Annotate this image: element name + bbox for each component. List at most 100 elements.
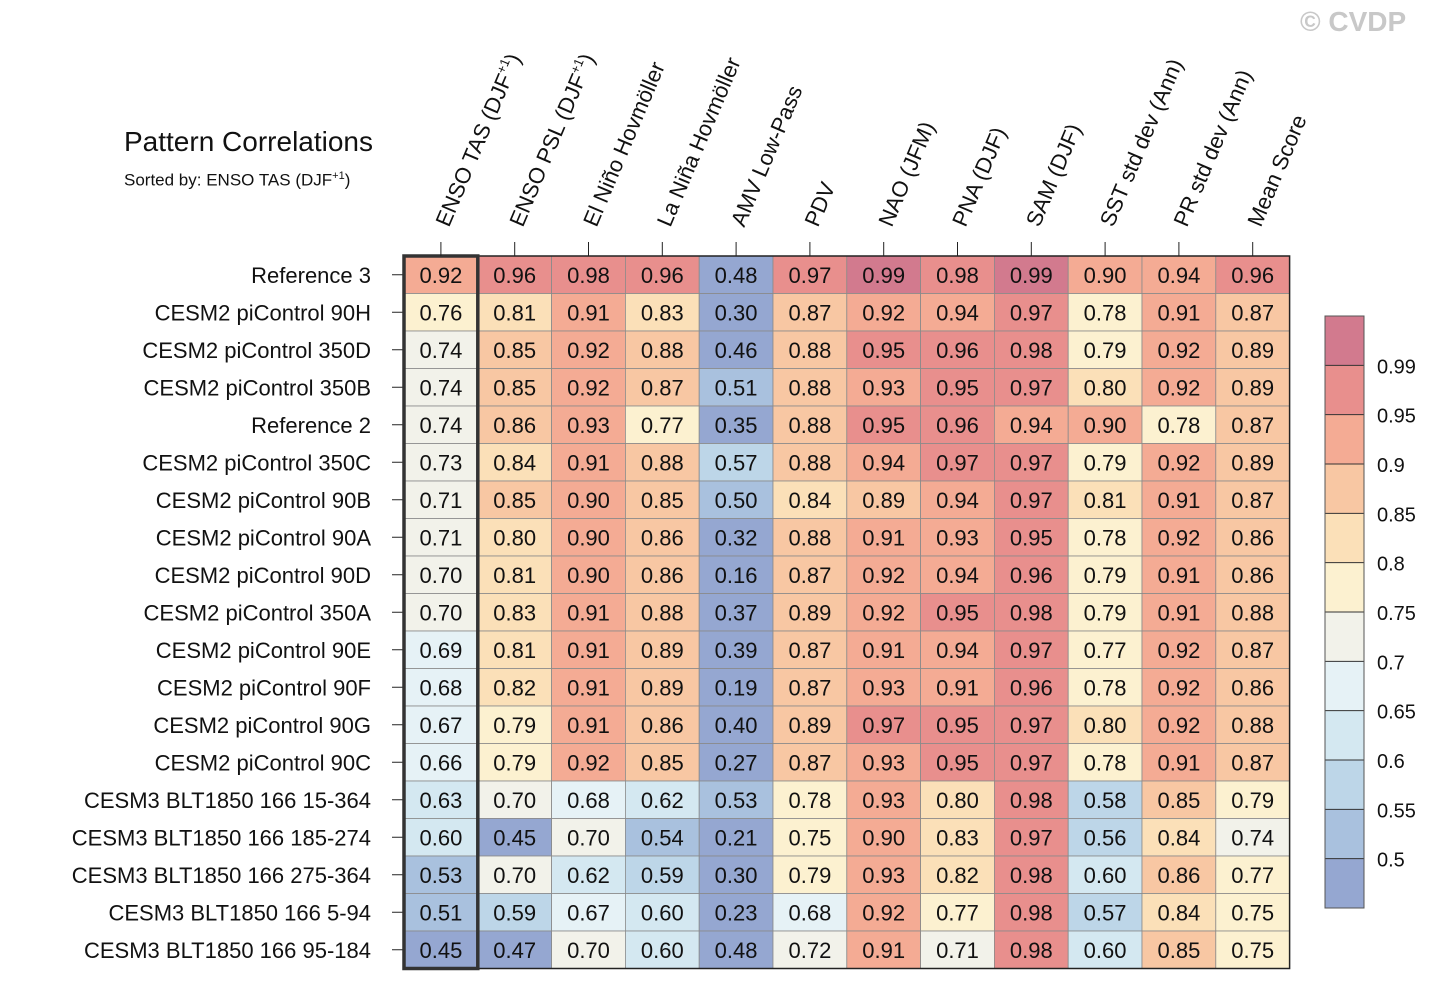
heatmap-cell <box>1141 593 1217 632</box>
row-label: CESM2 piControl 350B <box>144 375 371 400</box>
cell-value: 0.86 <box>493 413 536 438</box>
heatmap-cell <box>1141 930 1217 969</box>
column-label: NAO (JFM) <box>873 118 939 230</box>
heatmap-cell <box>994 405 1069 444</box>
heatmap-cell <box>1215 893 1291 932</box>
cell-value: 0.46 <box>715 338 758 363</box>
cell-value: 0.37 <box>715 600 758 625</box>
heatmap-cell <box>698 818 774 857</box>
watermark: © CVDP <box>1300 6 1407 37</box>
cell-value: 0.23 <box>715 900 758 925</box>
heatmap-cell <box>698 443 774 482</box>
colorbar-label: 0.95 <box>1377 406 1416 428</box>
heatmap-cell <box>625 443 700 482</box>
cell-value: 0.98 <box>1010 863 1053 888</box>
cell-value: 0.85 <box>1157 938 1200 963</box>
cell-value: 0.78 <box>1157 413 1200 438</box>
cell-value: 0.91 <box>567 638 610 663</box>
heatmap-cell <box>1141 518 1217 557</box>
heatmap-cell <box>1067 405 1143 444</box>
colorbar-swatch <box>1325 365 1364 415</box>
cell-value: 0.60 <box>419 825 462 850</box>
row-label: CESM3 BLT1850 166 95-184 <box>84 938 371 963</box>
cell-value: 0.78 <box>1084 750 1127 775</box>
heatmap-cell <box>994 818 1069 857</box>
cell-value: 0.91 <box>1157 600 1200 625</box>
colorbar-swatch <box>1325 760 1364 810</box>
heatmap-cell <box>994 630 1069 669</box>
cell-value: 0.74 <box>419 375 462 400</box>
heatmap-cell <box>551 330 626 369</box>
heatmap-cell <box>698 480 774 519</box>
row-label: CESM3 BLT1850 166 15-364 <box>84 788 371 813</box>
heatmap-cell <box>1067 293 1143 332</box>
heatmap-cell <box>551 668 626 707</box>
cell-value: 0.70 <box>419 563 462 588</box>
cell-value: 0.97 <box>1010 638 1053 663</box>
cell-value: 0.78 <box>788 788 831 813</box>
cell-value: 0.93 <box>862 375 905 400</box>
heatmap-cell <box>403 668 479 707</box>
colorbar-label: 0.9 <box>1377 455 1405 477</box>
heatmap-cell <box>1067 668 1143 707</box>
heatmap-cell <box>403 780 479 819</box>
cell-value: 0.92 <box>419 263 462 288</box>
heatmap-cell <box>551 443 626 482</box>
heatmap-cell <box>698 855 774 894</box>
cell-value: 0.70 <box>493 788 536 813</box>
heatmap-cell <box>477 405 552 444</box>
row-label: CESM2 piControl 90A <box>156 525 372 550</box>
cell-value: 0.76 <box>419 300 462 325</box>
cell-value: 0.58 <box>1084 788 1127 813</box>
cell-value: 0.94 <box>862 450 905 475</box>
cell-value: 0.70 <box>567 938 610 963</box>
cell-value: 0.79 <box>1084 338 1127 363</box>
cell-value: 0.86 <box>1231 675 1274 700</box>
cell-value: 0.86 <box>1231 563 1274 588</box>
cell-value: 0.27 <box>715 750 758 775</box>
cell-value: 0.57 <box>715 450 758 475</box>
cell-value: 0.78 <box>1084 300 1127 325</box>
cell-value: 0.94 <box>1010 413 1053 438</box>
cell-value: 0.32 <box>715 525 758 550</box>
cell-value: 0.91 <box>936 675 979 700</box>
row-label: CESM2 piControl 90B <box>156 488 371 513</box>
cell-value: 0.96 <box>936 413 979 438</box>
cell-value: 0.91 <box>862 638 905 663</box>
cell-value: 0.92 <box>1157 638 1200 663</box>
cell-value: 0.98 <box>567 263 610 288</box>
cell-value: 0.89 <box>641 638 684 663</box>
heatmap-cell <box>1215 368 1291 407</box>
cell-value: 0.90 <box>567 563 610 588</box>
cell-value: 0.84 <box>788 488 831 513</box>
heatmap-cell <box>477 255 552 294</box>
row-label: Reference 2 <box>251 413 371 438</box>
heatmap-cell <box>772 293 848 332</box>
heatmap-cell <box>846 555 921 594</box>
cell-value: 0.88 <box>641 600 684 625</box>
heatmap-cell <box>403 518 479 557</box>
cell-value: 0.93 <box>936 525 979 550</box>
heatmap-cell <box>1215 743 1291 782</box>
cell-value: 0.90 <box>567 525 610 550</box>
heatmap-cell <box>551 593 626 632</box>
cell-value: 0.72 <box>788 938 831 963</box>
heatmap-cell <box>551 705 626 744</box>
heatmap-cell <box>1067 630 1143 669</box>
cell-value: 0.97 <box>862 713 905 738</box>
heatmap-cell <box>551 893 626 932</box>
column-label: Mean Score <box>1242 111 1311 230</box>
heatmap-cell <box>403 555 479 594</box>
heatmap-cell <box>920 593 995 632</box>
heatmap-cell <box>994 780 1069 819</box>
cell-value: 0.56 <box>1084 825 1127 850</box>
cell-value: 0.92 <box>862 900 905 925</box>
heatmap-cell <box>403 818 479 857</box>
cell-value: 0.79 <box>493 713 536 738</box>
colorbar-label: 0.8 <box>1377 554 1405 576</box>
cell-value: 0.77 <box>1084 638 1127 663</box>
cell-value: 0.87 <box>788 300 831 325</box>
heatmap-cell <box>698 705 774 744</box>
cell-value: 0.45 <box>493 825 536 850</box>
colorbar-label: 0.5 <box>1377 850 1405 872</box>
